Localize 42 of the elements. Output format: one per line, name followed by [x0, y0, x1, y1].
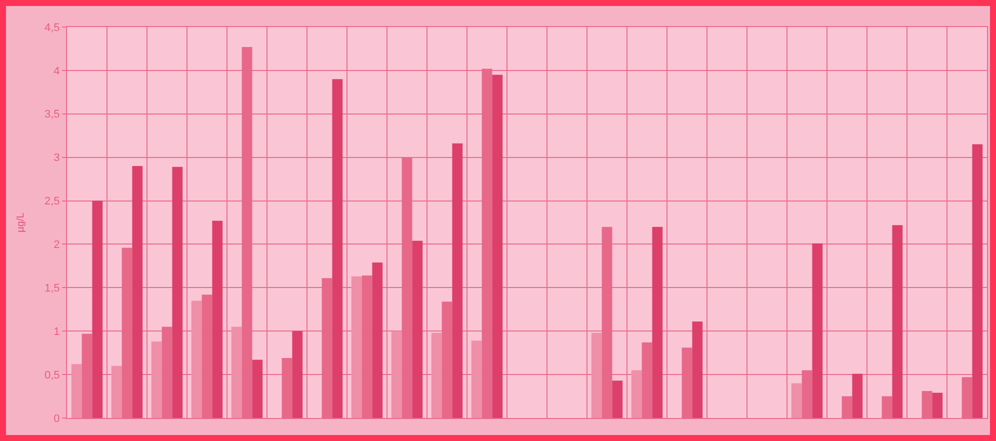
bar [612, 380, 623, 418]
bar [231, 326, 242, 418]
y-tick-label: 2 [54, 239, 60, 252]
y-tick-label: 3 [54, 152, 60, 164]
bar [172, 166, 183, 418]
y-axis-title: µg/L [16, 212, 27, 232]
bar [212, 220, 223, 418]
bar [692, 322, 703, 418]
y-tick-label: 3,5 [44, 108, 60, 121]
bar [431, 332, 442, 418]
bar [652, 226, 663, 418]
bar [132, 166, 143, 418]
bar [71, 364, 82, 418]
bar [852, 374, 863, 418]
bar [412, 240, 423, 418]
y-tick-label: 4,5 [44, 22, 60, 34]
y-tick-label: 0 [54, 412, 60, 425]
bar [892, 225, 903, 418]
bar [151, 342, 162, 418]
bar [252, 360, 263, 418]
bar [292, 331, 303, 418]
bar [932, 392, 943, 418]
bar [351, 276, 362, 418]
bar [591, 332, 602, 418]
bar [452, 143, 463, 418]
bar [191, 300, 202, 418]
bar [492, 74, 503, 418]
y-tick-label: 0,5 [44, 369, 60, 382]
bar [972, 144, 983, 418]
bar [372, 262, 383, 418]
bar [111, 366, 122, 418]
y-tick-label: 1 [54, 326, 60, 338]
bar [332, 79, 343, 418]
y-tick-label: 1,5 [44, 282, 60, 295]
bar [812, 243, 823, 418]
bar [631, 370, 642, 418]
bar [471, 340, 482, 418]
bar [791, 383, 802, 418]
y-tick-label: 2,5 [44, 196, 60, 208]
bar [92, 200, 103, 418]
y-tick-label: 4 [54, 65, 60, 78]
bar [391, 331, 402, 418]
